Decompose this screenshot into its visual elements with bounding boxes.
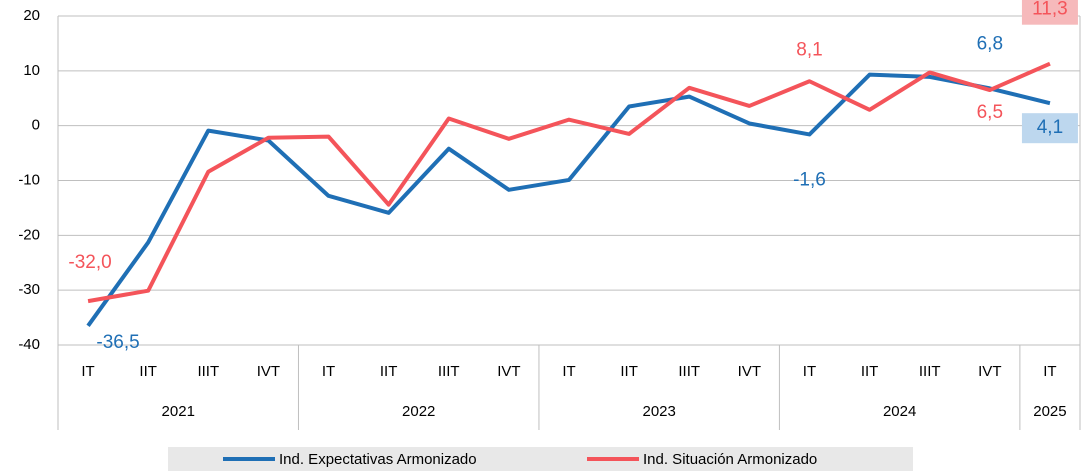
x-group-label: 2023	[642, 403, 675, 420]
x-tick-label: IIIT	[919, 363, 941, 380]
x-tick-label: IIIT	[197, 363, 219, 380]
value-label: 8,1	[796, 39, 822, 60]
legend-label: Ind. Situación Armonizado	[643, 451, 817, 468]
x-tick-label: IT	[81, 363, 94, 380]
x-tick-label: IVT	[497, 363, 520, 380]
x-tick-label: IT	[1043, 363, 1056, 380]
x-group-label: 2025	[1033, 403, 1066, 420]
value-label: 6,8	[977, 33, 1003, 54]
value-label: 6,5	[977, 102, 1003, 123]
x-group-label: 2024	[883, 403, 916, 420]
value-label: -1,6	[793, 169, 826, 190]
x-tick-label: IVT	[738, 363, 761, 380]
y-tick-label: -20	[18, 226, 40, 243]
x-group-label: 2022	[402, 403, 435, 420]
x-tick-label: IVT	[257, 363, 280, 380]
y-tick-label: 10	[23, 62, 40, 79]
legend-box	[168, 447, 913, 471]
x-tick-label: IIIT	[438, 363, 460, 380]
value-label: 4,1	[1037, 117, 1063, 138]
value-label: -32,0	[68, 252, 111, 273]
y-tick-label: -40	[18, 336, 40, 353]
x-tick-label: IT	[803, 363, 816, 380]
x-tick-label: IVT	[978, 363, 1001, 380]
x-tick-label: IIIT	[678, 363, 700, 380]
x-tick-label: IIT	[380, 363, 398, 380]
series-line	[87, 61, 1051, 304]
y-tick-label: 0	[32, 117, 40, 134]
y-tick-label: 20	[23, 7, 40, 24]
value-label-box	[1021, 113, 1078, 144]
value-label: 11,3	[1032, 0, 1068, 20]
y-tick-label: -10	[18, 171, 40, 188]
x-tick-label: IIT	[620, 363, 638, 380]
x-tick-label: IT	[322, 363, 335, 380]
series-line	[86, 72, 1051, 327]
x-tick-label: IIT	[139, 363, 157, 380]
x-group-label: 2021	[162, 403, 195, 420]
x-tick-label: IIT	[861, 363, 879, 380]
legend-label: Ind. Expectativas Armonizado	[279, 451, 477, 468]
value-label: -36,5	[96, 332, 139, 353]
x-tick-label: IT	[562, 363, 575, 380]
value-label-box	[1021, 0, 1078, 25]
y-tick-label: -30	[18, 281, 40, 298]
